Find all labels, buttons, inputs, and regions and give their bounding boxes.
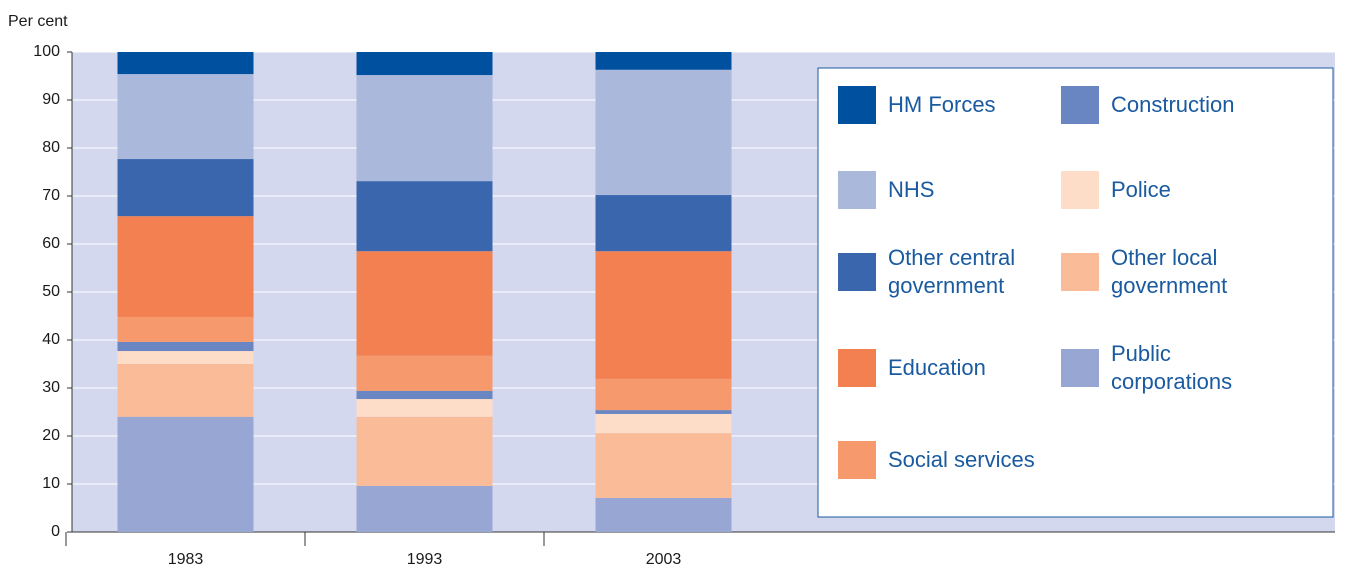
legend-swatch: [1061, 171, 1099, 209]
y-tick-label: 70: [42, 187, 60, 204]
y-tick-label: 40: [42, 331, 60, 348]
legend-swatch: [1061, 349, 1099, 387]
legend-item: Public corporations: [1061, 338, 1271, 398]
bar-segment: [356, 485, 493, 532]
legend-swatch: [1061, 253, 1099, 291]
y-axis-label: Per cent: [8, 13, 68, 30]
bar-segment: [356, 390, 493, 400]
legend-item: Police: [1061, 160, 1271, 220]
legend-label: NHS: [888, 177, 935, 202]
y-tick-label: 80: [42, 139, 60, 156]
legend-label: Social services: [888, 447, 1035, 472]
bar-segment: [595, 69, 732, 196]
y-tick-label: 20: [42, 427, 60, 444]
bar-segment: [356, 251, 493, 356]
y-tick-label: 0: [51, 523, 60, 540]
legend-item: Education: [838, 338, 1048, 398]
bar-segment: [117, 316, 254, 342]
legend-item: Other central government: [838, 242, 1048, 302]
x-tick-label: 2003: [646, 551, 682, 568]
bar-segment: [356, 399, 493, 417]
bar-segment: [356, 75, 493, 182]
y-tick-label: 60: [42, 235, 60, 252]
legend-label: Other local government: [1111, 245, 1228, 298]
legend-swatch: [838, 441, 876, 479]
legend-swatch: [838, 86, 876, 124]
bar-segment: [117, 216, 254, 317]
legend-item: Social services: [838, 430, 1048, 490]
y-tick-label: 90: [42, 91, 60, 108]
bar-segment: [356, 52, 493, 76]
legend-label: Public corporations: [1111, 341, 1233, 394]
bar-segment: [595, 413, 732, 434]
legend-label: Construction: [1111, 92, 1235, 117]
bar-segment: [117, 351, 254, 364]
bar-segment: [356, 181, 493, 252]
bar-segment: [595, 378, 732, 411]
bar-segment: [117, 159, 254, 217]
legend-item: NHS: [838, 160, 1048, 220]
bar-segment: [595, 433, 732, 498]
legend-swatch: [1061, 86, 1099, 124]
x-tick-label: 1983: [168, 551, 204, 568]
y-tick-label: 50: [42, 283, 60, 300]
legend-item: Construction: [1061, 75, 1271, 135]
bar-segment: [117, 364, 254, 417]
bar-segment: [117, 341, 254, 352]
bar-segment: [595, 497, 732, 532]
y-tick-label: 30: [42, 379, 60, 396]
legend-item: HM Forces: [838, 75, 1048, 135]
bar-segment: [595, 195, 732, 252]
legend-label: HM Forces: [888, 92, 996, 117]
bar-segment: [117, 416, 254, 532]
legend-label: Education: [888, 355, 986, 380]
bar-segment: [356, 416, 493, 486]
legend-item: Other local government: [1061, 242, 1271, 302]
legend-box: [817, 67, 1334, 518]
bar-segment: [595, 52, 732, 70]
bar-segment: [595, 251, 732, 379]
y-tick-label: 10: [42, 475, 60, 492]
bar-segment: [356, 355, 493, 391]
legend-label: Police: [1111, 177, 1171, 202]
legend-swatch: [838, 171, 876, 209]
y-tick-label: 100: [33, 43, 60, 60]
bar-segment: [117, 52, 254, 75]
legend-swatch: [838, 253, 876, 291]
bar-segment: [595, 410, 732, 414]
x-tick-label: 1993: [407, 551, 443, 568]
legend-swatch: [838, 349, 876, 387]
legend-label: Other central government: [888, 245, 1016, 298]
bar-segment: [117, 74, 254, 160]
